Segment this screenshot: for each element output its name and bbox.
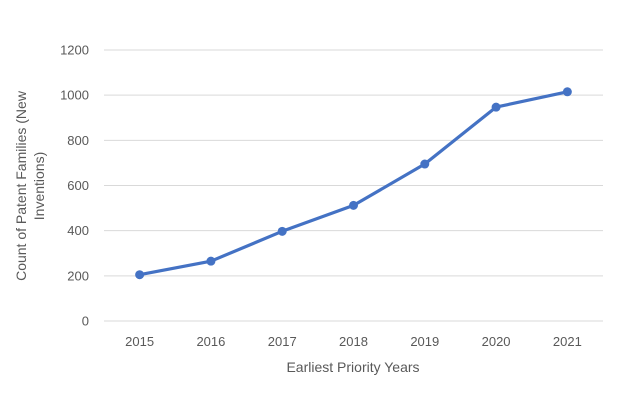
gridlines xyxy=(104,49,603,322)
y-tick-label: 600 xyxy=(67,178,89,193)
data-point-2019 xyxy=(420,159,430,169)
y-tick-label: 800 xyxy=(67,133,89,148)
data-point-2017 xyxy=(277,226,287,236)
series-line xyxy=(138,90,570,277)
y-tick-label: 1200 xyxy=(60,43,89,58)
y-tick-label: 400 xyxy=(67,223,89,238)
data-point-2018 xyxy=(349,200,358,210)
y-axis-title-line-2: Inventions) xyxy=(31,152,47,220)
data-point-2015 xyxy=(135,270,145,280)
x-tick-label: 2015 xyxy=(125,334,154,349)
y-tick-label: 1000 xyxy=(60,88,89,103)
x-tick-label: 2021 xyxy=(553,334,582,349)
x-tick-label: 2018 xyxy=(339,334,368,349)
data-point-2020 xyxy=(491,102,501,112)
data-point-2016 xyxy=(206,256,216,266)
y-axis-title: Count of Patent Families (New Inventions… xyxy=(13,90,47,281)
y-tick-label: 0 xyxy=(82,314,89,329)
x-tick-label: 2017 xyxy=(268,334,297,349)
x-axis-title: Earliest Priority Years xyxy=(286,359,419,375)
x-tick-label: 2016 xyxy=(196,334,225,349)
y-tick-label: 200 xyxy=(67,268,89,283)
y-axis-ticks: 0 200 400 600 800 1000 1200 xyxy=(60,43,89,329)
x-tick-label: 2020 xyxy=(482,334,511,349)
x-axis-ticks: 2015 2016 2017 2018 2019 2020 2021 xyxy=(125,334,582,349)
series-layer xyxy=(135,87,572,280)
x-tick-label: 2019 xyxy=(410,334,439,349)
data-point-2021 xyxy=(562,87,572,97)
y-axis-title-line-1: Count of Patent Families (New xyxy=(13,90,29,281)
